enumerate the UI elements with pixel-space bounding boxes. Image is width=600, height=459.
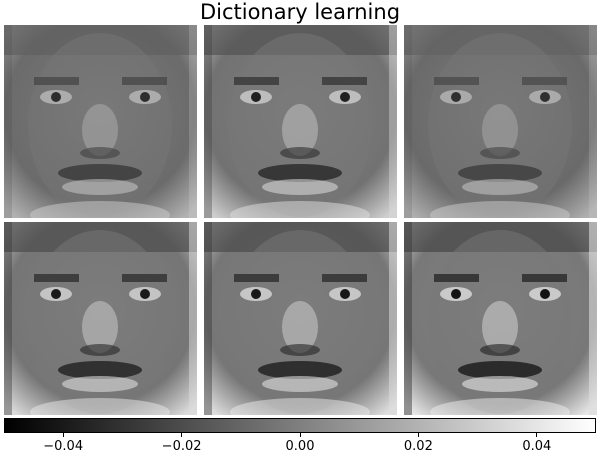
colorbar xyxy=(4,418,596,433)
colorbar-tick-label: −0.02 xyxy=(161,439,202,454)
colorbar-tick xyxy=(536,433,538,437)
nose xyxy=(282,104,318,156)
nose xyxy=(82,301,118,353)
colorbar-tick-label: 0.00 xyxy=(285,439,315,454)
face-component-6 xyxy=(404,222,597,415)
nose xyxy=(482,104,518,156)
colorbar-tick-label: 0.04 xyxy=(522,439,552,454)
colorbar-tick xyxy=(299,433,301,437)
colorbar-tick xyxy=(181,433,183,437)
face-component-5 xyxy=(204,222,397,415)
face-component-2 xyxy=(204,25,397,218)
colorbar-tick-label: 0.02 xyxy=(403,439,433,454)
face-component-4 xyxy=(4,222,197,415)
face-component-3 xyxy=(404,25,597,218)
nose xyxy=(282,301,318,353)
face-component-1 xyxy=(4,25,197,218)
colorbar-tick xyxy=(417,433,419,437)
mouth xyxy=(258,361,342,379)
mouth xyxy=(58,361,142,379)
mouth xyxy=(458,361,542,379)
mouth xyxy=(458,164,542,182)
colorbar-tick xyxy=(62,433,64,437)
nose xyxy=(482,301,518,353)
nose xyxy=(82,104,118,156)
mouth xyxy=(58,164,142,182)
mouth xyxy=(258,164,342,182)
figure-title: Dictionary learning xyxy=(199,0,401,24)
colorbar-tick-label: −0.04 xyxy=(43,439,84,454)
